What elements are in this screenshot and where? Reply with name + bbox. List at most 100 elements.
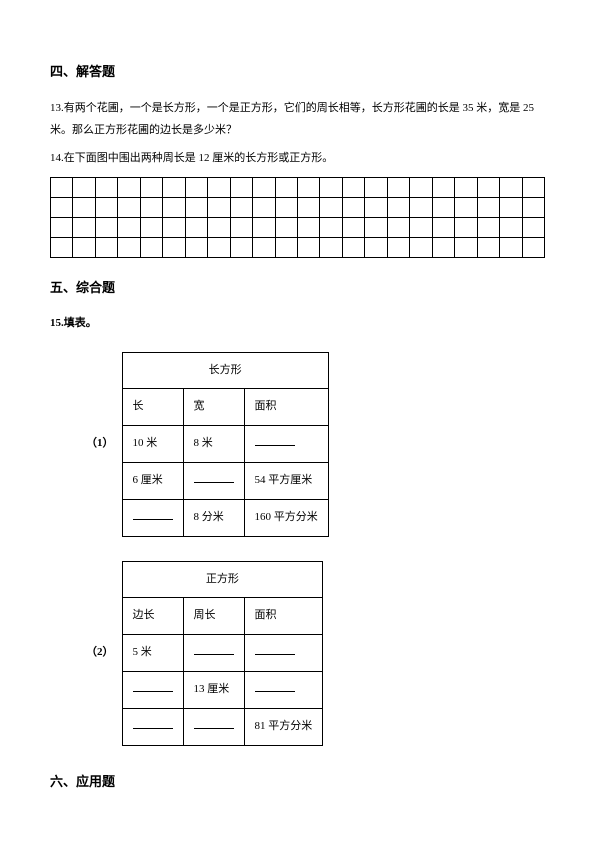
grid-cell bbox=[163, 178, 185, 198]
grid-cell bbox=[410, 238, 432, 258]
grid-cell bbox=[365, 178, 387, 198]
grid-cell bbox=[73, 178, 95, 198]
grid-cell bbox=[342, 198, 364, 218]
grid-cell bbox=[387, 198, 409, 218]
grid-table bbox=[50, 177, 545, 258]
grid-cell bbox=[185, 178, 207, 198]
table-cell: 81 平方分米 bbox=[244, 708, 323, 745]
grid-cell bbox=[163, 238, 185, 258]
grid-cell bbox=[73, 218, 95, 238]
grid-drawing-area bbox=[50, 177, 545, 258]
grid-cell bbox=[365, 238, 387, 258]
grid-cell bbox=[95, 218, 117, 238]
question-13: 13.有两个花圃，一个是长方形，一个是正方形，它们的周长相等，长方形花圃的长是 … bbox=[50, 97, 545, 141]
grid-cell bbox=[118, 218, 140, 238]
grid-cell bbox=[230, 198, 252, 218]
grid-cell bbox=[410, 218, 432, 238]
blank-line bbox=[194, 643, 234, 655]
table-header-cell: 长 bbox=[122, 389, 183, 426]
grid-cell bbox=[208, 238, 230, 258]
grid-cell bbox=[320, 238, 342, 258]
blank-line bbox=[194, 717, 234, 729]
grid-cell bbox=[185, 238, 207, 258]
grid-cell bbox=[275, 238, 297, 258]
table-cell bbox=[183, 635, 244, 672]
table-header-cell: 周长 bbox=[183, 598, 244, 635]
table-header-cell: 面积 bbox=[244, 389, 328, 426]
table-1-index: （1） bbox=[86, 434, 114, 454]
grid-cell bbox=[320, 218, 342, 238]
grid-cell bbox=[500, 178, 522, 198]
grid-cell bbox=[73, 198, 95, 218]
grid-cell bbox=[522, 198, 544, 218]
grid-cell bbox=[208, 218, 230, 238]
grid-cell bbox=[477, 178, 499, 198]
grid-cell bbox=[51, 218, 73, 238]
grid-cell bbox=[320, 198, 342, 218]
grid-cell bbox=[208, 178, 230, 198]
grid-cell bbox=[500, 238, 522, 258]
grid-cell bbox=[140, 178, 162, 198]
table-cell bbox=[183, 708, 244, 745]
table-rectangle: 长方形长宽面积10 米8 米6 厘米54 平方厘米8 分米160 平方分米 bbox=[122, 352, 329, 537]
grid-cell bbox=[297, 238, 319, 258]
grid-cell bbox=[455, 238, 477, 258]
table-square: 正方形边长周长面积5 米13 厘米81 平方分米 bbox=[122, 561, 324, 746]
table-title-cell: 长方形 bbox=[122, 352, 328, 389]
grid-cell bbox=[140, 238, 162, 258]
grid-cell bbox=[432, 198, 454, 218]
grid-cell bbox=[95, 178, 117, 198]
grid-cell bbox=[230, 178, 252, 198]
table-cell bbox=[244, 426, 328, 463]
grid-cell bbox=[477, 198, 499, 218]
grid-cell bbox=[51, 178, 73, 198]
section-4-title: 四、解答题 bbox=[50, 60, 545, 83]
grid-cell bbox=[342, 218, 364, 238]
grid-cell bbox=[118, 178, 140, 198]
grid-cell bbox=[522, 238, 544, 258]
table-cell: 54 平方厘米 bbox=[244, 462, 328, 499]
grid-cell bbox=[455, 198, 477, 218]
grid-cell bbox=[320, 178, 342, 198]
grid-cell bbox=[297, 218, 319, 238]
grid-cell bbox=[297, 198, 319, 218]
grid-cell bbox=[118, 198, 140, 218]
question-14: 14.在下面图中围出两种周长是 12 厘米的长方形或正方形。 bbox=[50, 147, 545, 169]
blank-line bbox=[255, 643, 295, 655]
table-cell bbox=[122, 708, 183, 745]
grid-cell bbox=[95, 238, 117, 258]
table-title-cell: 正方形 bbox=[122, 561, 323, 598]
section-5-title: 五、综合题 bbox=[50, 276, 545, 299]
table-cell: 8 米 bbox=[183, 426, 244, 463]
table-header-cell: 面积 bbox=[244, 598, 323, 635]
grid-cell bbox=[500, 198, 522, 218]
grid-cell bbox=[387, 178, 409, 198]
table-header-cell: 宽 bbox=[183, 389, 244, 426]
table-2-index: （2） bbox=[86, 643, 114, 663]
grid-cell bbox=[342, 178, 364, 198]
grid-cell bbox=[522, 178, 544, 198]
table-cell: 10 米 bbox=[122, 426, 183, 463]
grid-cell bbox=[275, 198, 297, 218]
grid-cell bbox=[118, 238, 140, 258]
blank-line bbox=[133, 508, 173, 520]
grid-cell bbox=[410, 198, 432, 218]
table-cell bbox=[122, 671, 183, 708]
grid-cell bbox=[73, 238, 95, 258]
grid-cell bbox=[387, 238, 409, 258]
grid-cell bbox=[163, 198, 185, 218]
grid-cell bbox=[410, 178, 432, 198]
grid-cell bbox=[432, 218, 454, 238]
grid-cell bbox=[455, 178, 477, 198]
grid-cell bbox=[230, 238, 252, 258]
grid-cell bbox=[275, 178, 297, 198]
grid-cell bbox=[140, 218, 162, 238]
grid-cell bbox=[253, 178, 275, 198]
grid-cell bbox=[477, 238, 499, 258]
question-15: 15.填表。 bbox=[50, 314, 545, 334]
grid-cell bbox=[253, 238, 275, 258]
grid-cell bbox=[163, 218, 185, 238]
grid-cell bbox=[342, 238, 364, 258]
grid-cell bbox=[185, 198, 207, 218]
table-cell bbox=[244, 635, 323, 672]
